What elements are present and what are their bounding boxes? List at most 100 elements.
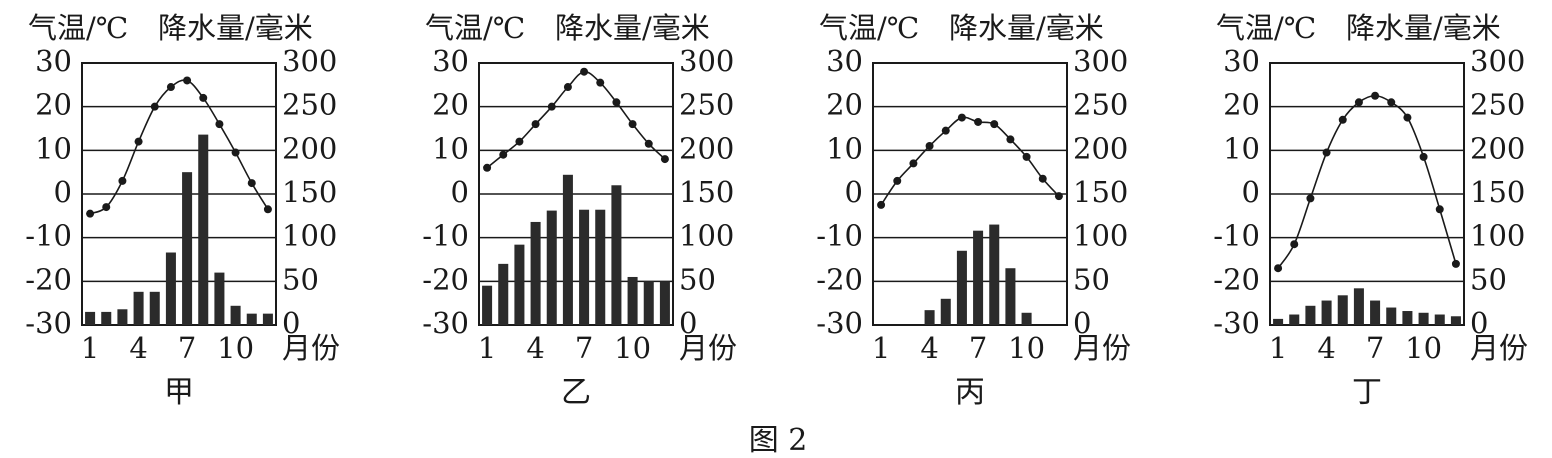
precipitation-tick-label: 50 (1073, 262, 1110, 296)
precipitation-tick-label: 100 (679, 219, 734, 253)
month-tick-label: 10 (1008, 331, 1045, 365)
precipitation-bar-month-3 (117, 309, 128, 325)
temperature-tick-label: 20 (826, 88, 863, 122)
temperature-point-month-8 (1387, 98, 1396, 107)
precipitation-bar-month-7 (579, 209, 590, 325)
temperature-axis-label: 气温/℃ (425, 11, 525, 45)
temperature-point-month-11 (247, 179, 256, 188)
temperature-axis-label: 气温/℃ (28, 11, 128, 45)
temperature-point-month-7 (183, 76, 192, 85)
temperature-point-month-10 (628, 120, 637, 129)
temperature-tick-label: 10 (1223, 131, 1260, 165)
temperature-tick-label: 30 (1223, 44, 1260, 78)
temperature-point-month-9 (1006, 135, 1015, 144)
climate-chart-1: 气温/℃ 降水量/毫米3020100-10-20-3030025020015010… (25, 11, 340, 410)
precipitation-bar-month-6 (1353, 288, 1364, 325)
temperature-point-month-9 (1403, 113, 1412, 122)
plot-frame (81, 62, 277, 326)
temperature-point-month-10 (231, 148, 240, 157)
precipitation-bar-month-2 (498, 263, 509, 325)
temperature-point-month-8 (990, 120, 999, 129)
temperature-point-month-2 (499, 150, 508, 159)
temperature-point-month-11 (1435, 205, 1444, 214)
month-tick-label: 7 (969, 331, 987, 365)
precipitation-bar-month-6 (165, 252, 176, 325)
precipitation-tick-label: 0 (679, 306, 697, 340)
temperature-tick-label: -20 (25, 262, 72, 296)
precipitation-bar-month-8 (1386, 307, 1397, 325)
temperature-tick-label: 10 (432, 131, 469, 165)
precipitation-bar-month-7 (1370, 300, 1381, 325)
temperature-point-month-3 (909, 159, 918, 168)
temperature-line (1277, 94, 1457, 269)
temperature-point-month-11 (1038, 174, 1047, 183)
precipitation-tick-label: 150 (282, 175, 337, 209)
temperature-tick-label: 30 (432, 44, 469, 78)
temperature-tick-label: 0 (845, 175, 863, 209)
precipitation-bar-month-3 (1305, 305, 1316, 325)
precipitation-bar-month-2 (1289, 314, 1300, 325)
precipitation-bar-month-5 (149, 291, 160, 325)
month-tick-label: 1 (81, 331, 99, 365)
temperature-point-month-8 (199, 93, 208, 102)
temperature-point-month-10 (1419, 152, 1428, 161)
chart-caption: 丙 (955, 375, 985, 410)
precipitation-tick-label: 250 (679, 88, 734, 122)
temperature-point-month-5 (547, 102, 556, 111)
temperature-point-month-4 (925, 141, 934, 150)
precipitation-tick-label: 300 (679, 44, 734, 78)
month-tick-label: 4 (526, 331, 544, 365)
month-tick-label: 7 (575, 331, 593, 365)
precipitation-bar-month-3 (514, 244, 525, 325)
temperature-point-month-7 (974, 117, 983, 126)
temperature-point-month-7 (580, 67, 589, 76)
precipitation-bar-month-7 (973, 230, 984, 325)
temperature-point-month-7 (1371, 91, 1380, 100)
temperature-tick-label: -30 (816, 306, 863, 340)
temperature-point-month-3 (515, 137, 524, 146)
temperature-tick-label: -30 (25, 306, 72, 340)
precipitation-bar-month-10 (1021, 312, 1032, 325)
temperature-line (880, 116, 1060, 206)
temperature-point-month-6 (1354, 98, 1363, 107)
precipitation-bar-month-5 (546, 210, 557, 325)
temperature-point-month-1 (877, 200, 886, 209)
temperature-point-month-8 (596, 78, 605, 87)
precipitation-tick-label: 0 (1073, 306, 1091, 340)
precipitation-bar-month-4 (530, 221, 541, 325)
precipitation-tick-label: 100 (1470, 219, 1525, 253)
temperature-point-month-2 (1290, 240, 1299, 249)
month-axis-unit: 月份 (1470, 331, 1528, 365)
precipitation-bar-month-8 (989, 224, 1000, 325)
month-tick-label: 4 (920, 331, 938, 365)
precipitation-bar-month-6 (956, 250, 967, 325)
temperature-point-month-4 (134, 137, 143, 146)
climate-chart-4: 气温/℃ 降水量/毫米3020100-10-20-3030025020015010… (1213, 11, 1528, 410)
month-tick-label: 4 (129, 331, 147, 365)
temperature-point-month-6 (166, 83, 175, 92)
precipitation-bar-month-4 (924, 310, 935, 325)
precipitation-bar-month-2 (101, 311, 112, 325)
temperature-tick-label: 0 (54, 175, 72, 209)
month-tick-label: 1 (872, 331, 890, 365)
precipitation-tick-label: 50 (679, 262, 716, 296)
temperature-point-month-5 (941, 126, 950, 135)
temperature-point-month-10 (1022, 152, 1031, 161)
temperature-tick-label: 10 (826, 131, 863, 165)
precipitation-bar-month-5 (1337, 295, 1348, 325)
temperature-tick-label: 20 (1223, 88, 1260, 122)
precipitation-tick-label: 100 (1073, 219, 1128, 253)
precipitation-bar-month-9 (214, 272, 225, 325)
temperature-tick-label: 20 (35, 88, 72, 122)
temperature-tick-label: -30 (422, 306, 469, 340)
precipitation-bar-month-9 (1402, 311, 1413, 325)
chart-caption: 丁 (1352, 375, 1382, 410)
temperature-point-month-12 (1054, 192, 1063, 201)
plot-frame (478, 62, 674, 326)
temperature-tick-label: -20 (1213, 262, 1260, 296)
precipitation-bar-month-10 (230, 305, 241, 325)
temperature-point-month-5 (150, 102, 159, 111)
temperature-point-month-4 (531, 120, 540, 129)
plot-frame (1269, 62, 1465, 326)
